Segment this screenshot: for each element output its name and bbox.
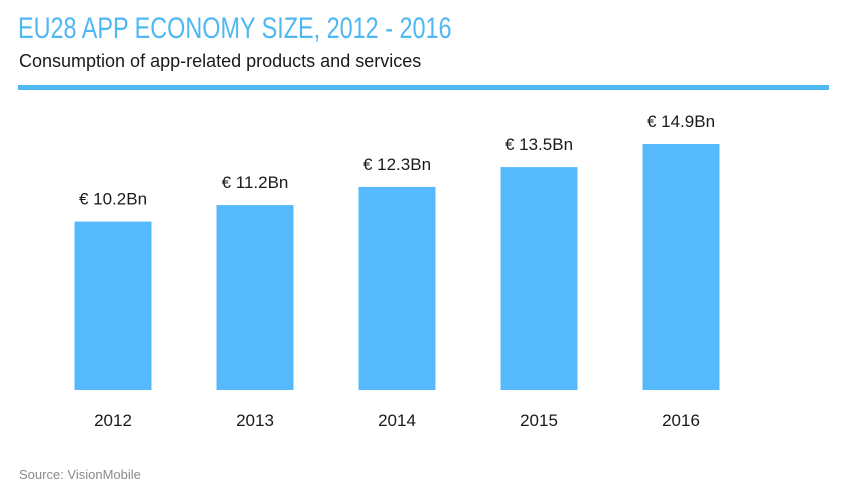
x-tick-label-2016: 2016 [662, 411, 700, 430]
data-label-2013: € 11.2Bn [222, 173, 289, 192]
title-divider [18, 85, 829, 90]
bar-chart: € 10.2Bn 2012 € 11.2Bn 2013 € 12.3Bn 2014 € 13… [74, 112, 720, 430]
bar-2014 [358, 186, 436, 390]
data-label-2015: € 13.5Bn [505, 135, 573, 154]
data-label-2012: € 10.2Bn [79, 190, 147, 209]
bar-2016 [642, 144, 720, 390]
chart-title: EU28 APP ECONOMY SIZE, 2012 - 2016 [18, 12, 452, 45]
x-tick-label-2014: 2014 [378, 411, 416, 430]
chart-subtitle: Consumption of app-related products and … [19, 51, 422, 71]
source-note: Source: VisionMobile [19, 467, 141, 482]
bar-2015 [500, 167, 578, 390]
data-label-2016: € 14.9Bn [647, 112, 715, 131]
bar-2013 [216, 205, 294, 390]
x-tick-label-2015: 2015 [520, 411, 558, 430]
bar-2012 [74, 221, 152, 390]
x-tick-label-2012: 2012 [94, 411, 132, 430]
x-tick-label-2013: 2013 [236, 411, 274, 430]
data-label-2014: € 12.3Bn [363, 155, 431, 174]
